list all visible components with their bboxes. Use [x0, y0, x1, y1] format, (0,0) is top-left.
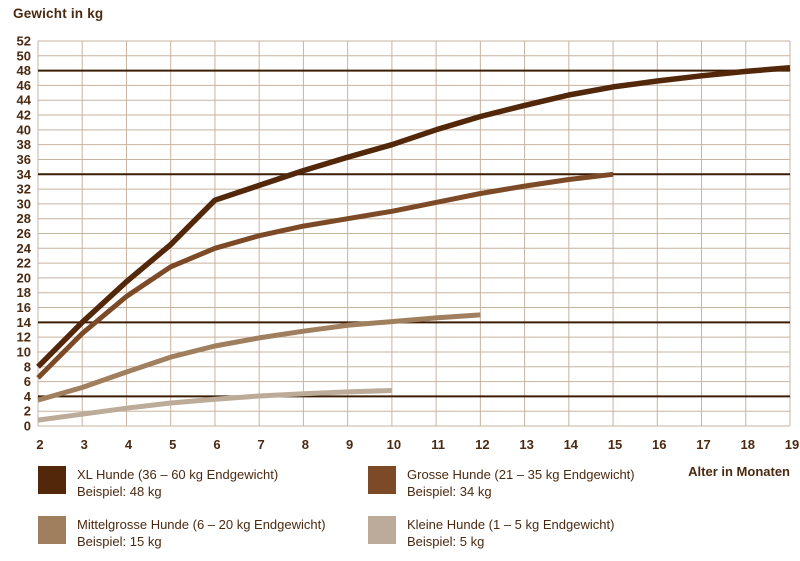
legend-item-xl-hunde: XL Hunde (36 – 60 kg Endgewicht) Beispie… — [38, 466, 278, 500]
y-tick-label: 16 — [17, 300, 31, 315]
y-tick-label: 10 — [17, 344, 31, 359]
x-tick-label: 13 — [519, 437, 533, 452]
y-tick-label: 26 — [17, 226, 31, 241]
legend-label-mittelgrosse-hunde: Mittelgrosse Hunde (6 – 20 kg Endgewicht… — [77, 517, 326, 532]
y-tick-label: 32 — [17, 182, 31, 197]
x-tick-label: 6 — [213, 437, 220, 452]
y-axis-title: Gewicht in kg — [13, 6, 104, 21]
y-tick-label: 24 — [17, 241, 32, 256]
legend-label-xl-hunde: XL Hunde (36 – 60 kg Endgewicht) — [77, 467, 279, 482]
y-tick-label: 46 — [17, 78, 31, 93]
y-tick-label: 12 — [17, 330, 31, 345]
growth-chart-plot: 0246810121416182022242628303234363840424… — [17, 34, 800, 453]
legend-example-grosse-hunde: Beispiel: 34 kg — [407, 484, 492, 499]
growth-curve-48kg — [36, 64, 791, 369]
legend-swatch-xl-hunde — [38, 466, 66, 494]
growth-curve-15kg — [37, 312, 481, 403]
x-tick-label: 11 — [431, 437, 445, 452]
x-tick-label: 4 — [125, 437, 133, 452]
y-tick-label: 34 — [17, 167, 32, 182]
x-tick-label: 5 — [169, 437, 176, 452]
y-tick-label: 0 — [24, 419, 31, 434]
x-tick-label: 2 — [36, 437, 43, 452]
y-tick-label: 44 — [17, 93, 32, 108]
x-tick-label: 10 — [387, 437, 401, 452]
y-tick-label: 38 — [17, 137, 31, 152]
y-tick-label: 6 — [24, 374, 31, 389]
legend-item-kleine-hunde: Kleine Hunde (1 – 5 kg Endgewicht) Beisp… — [368, 516, 614, 550]
y-tick-label: 42 — [17, 108, 31, 123]
x-tick-label: 19 — [785, 437, 799, 452]
y-tick-label: 8 — [24, 359, 31, 374]
legend-example-kleine-hunde: Beispiel: 5 kg — [407, 534, 485, 549]
x-tick-label: 14 — [564, 437, 579, 452]
legend-item-mittelgrosse-hunde: Mittelgrosse Hunde (6 – 20 kg Endgewicht… — [38, 516, 326, 550]
x-tick-label: 16 — [652, 437, 666, 452]
y-tick-label: 2 — [24, 404, 31, 419]
x-tick-label: 18 — [741, 437, 755, 452]
growth-curve-34kg — [36, 171, 614, 380]
legend-swatch-grosse-hunde — [368, 466, 396, 494]
y-tick-label: 22 — [17, 256, 31, 271]
x-tick-label: 9 — [346, 437, 353, 452]
legend-swatch-mittelgrosse-hunde — [38, 516, 66, 544]
x-tick-label: 15 — [608, 437, 622, 452]
legend-example-mittelgrosse-hunde: Beispiel: 15 kg — [77, 534, 162, 549]
y-tick-label: 18 — [17, 285, 31, 300]
legend-item-grosse-hunde: Grosse Hunde (21 – 35 kg Endgewicht) Bei… — [368, 466, 635, 500]
y-tick-label: 28 — [17, 211, 31, 226]
y-tick-label: 36 — [17, 152, 31, 167]
legend-swatch-kleine-hunde — [368, 516, 396, 544]
legend-example-xl-hunde: Beispiel: 48 kg — [77, 484, 162, 499]
legend-label-grosse-hunde: Grosse Hunde (21 – 35 kg Endgewicht) — [407, 467, 635, 482]
x-tick-label: 7 — [258, 437, 265, 452]
y-tick-label: 50 — [17, 48, 31, 63]
y-tick-label: 14 — [17, 315, 32, 330]
x-axis-title: Alter in Monaten — [688, 464, 790, 479]
x-tick-label: 12 — [475, 437, 489, 452]
growth-curve-5kg — [37, 388, 392, 423]
y-tick-label: 48 — [17, 63, 31, 78]
x-tick-label: 8 — [302, 437, 309, 452]
legend-label-kleine-hunde: Kleine Hunde (1 – 5 kg Endgewicht) — [407, 517, 615, 532]
y-tick-label: 52 — [17, 34, 31, 49]
y-tick-label: 40 — [17, 122, 31, 137]
y-tick-label: 4 — [24, 389, 32, 404]
x-tick-label: 17 — [696, 437, 710, 452]
y-tick-label: 20 — [17, 270, 31, 285]
y-tick-label: 30 — [17, 196, 31, 211]
x-tick-label: 3 — [81, 437, 88, 452]
